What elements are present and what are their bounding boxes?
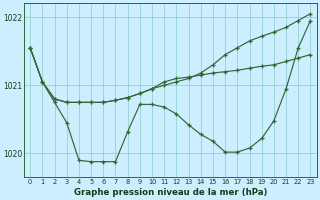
X-axis label: Graphe pression niveau de la mer (hPa): Graphe pression niveau de la mer (hPa) xyxy=(74,188,267,197)
